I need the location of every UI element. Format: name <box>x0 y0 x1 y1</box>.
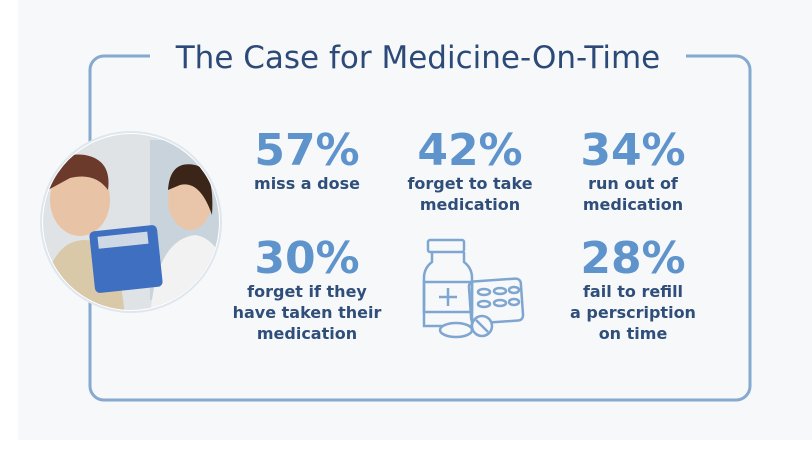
pill-icon <box>422 238 525 339</box>
stat-label: a perscription <box>570 303 696 322</box>
stat-label: forget to take <box>407 174 532 193</box>
stat-label: medication <box>257 324 357 343</box>
stat-value: 42% <box>417 125 522 176</box>
stat-value: 57% <box>254 125 359 176</box>
title-gap <box>150 40 686 74</box>
stat-label: medication <box>420 195 520 214</box>
stats: 57%miss a dose 42%forget to take medicatio… <box>233 125 696 343</box>
stat-label: on time <box>599 324 668 343</box>
stat-label: fail to refill <box>583 282 683 301</box>
stat-label: forget if they <box>247 282 367 301</box>
title: The Case for Medicine-On-Time <box>175 40 661 76</box>
photo <box>40 131 222 313</box>
stat-label: have taken their <box>233 303 382 322</box>
stat-label: medication <box>583 195 683 214</box>
stat-value: 28% <box>580 233 685 284</box>
stat-label: run out of <box>588 174 679 193</box>
stat-value: 34% <box>580 125 685 176</box>
stat-label: miss a dose <box>254 174 360 193</box>
stat-value: 30% <box>254 233 359 284</box>
